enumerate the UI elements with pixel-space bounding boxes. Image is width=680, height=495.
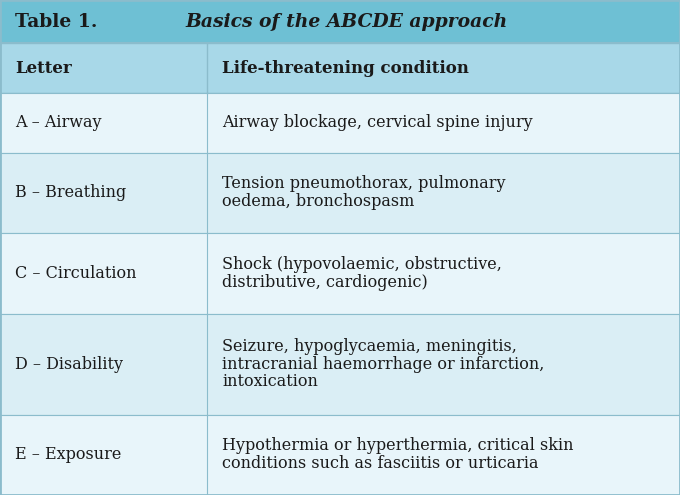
- Text: A – Airway: A – Airway: [15, 114, 101, 131]
- Text: Tension pneumothorax, pulmonary: Tension pneumothorax, pulmonary: [222, 175, 506, 193]
- Text: oedema, bronchospasm: oedema, bronchospasm: [222, 193, 415, 210]
- Text: distributive, cardiogenic): distributive, cardiogenic): [222, 274, 428, 291]
- Bar: [0, 0, 680, 44]
- Text: Airway blockage, cervical spine injury: Airway blockage, cervical spine injury: [222, 114, 533, 131]
- Bar: [0, 152, 680, 233]
- Bar: [0, 233, 680, 313]
- Text: Shock (hypovolaemic, obstructive,: Shock (hypovolaemic, obstructive,: [222, 256, 503, 273]
- Bar: [0, 313, 680, 415]
- Text: Seizure, hypoglycaemia, meningitis,: Seizure, hypoglycaemia, meningitis,: [222, 338, 517, 355]
- Text: C – Circulation: C – Circulation: [15, 265, 137, 282]
- Text: Letter: Letter: [15, 59, 71, 77]
- Bar: [0, 44, 680, 93]
- Text: Basics of the ABCDE approach: Basics of the ABCDE approach: [186, 13, 508, 31]
- Bar: [0, 93, 680, 152]
- Text: B – Breathing: B – Breathing: [15, 184, 126, 201]
- Bar: [0, 415, 680, 495]
- Text: conditions such as fasciitis or urticaria: conditions such as fasciitis or urticari…: [222, 455, 539, 472]
- Text: Hypothermia or hyperthermia, critical skin: Hypothermia or hyperthermia, critical sk…: [222, 438, 574, 454]
- Text: E – Exposure: E – Exposure: [15, 446, 121, 463]
- Text: intracranial haemorrhage or infarction,: intracranial haemorrhage or infarction,: [222, 355, 545, 373]
- Text: D – Disability: D – Disability: [15, 355, 123, 373]
- Text: Life-threatening condition: Life-threatening condition: [222, 59, 469, 77]
- Text: intoxication: intoxication: [222, 373, 318, 391]
- Text: Table 1.: Table 1.: [15, 13, 104, 31]
